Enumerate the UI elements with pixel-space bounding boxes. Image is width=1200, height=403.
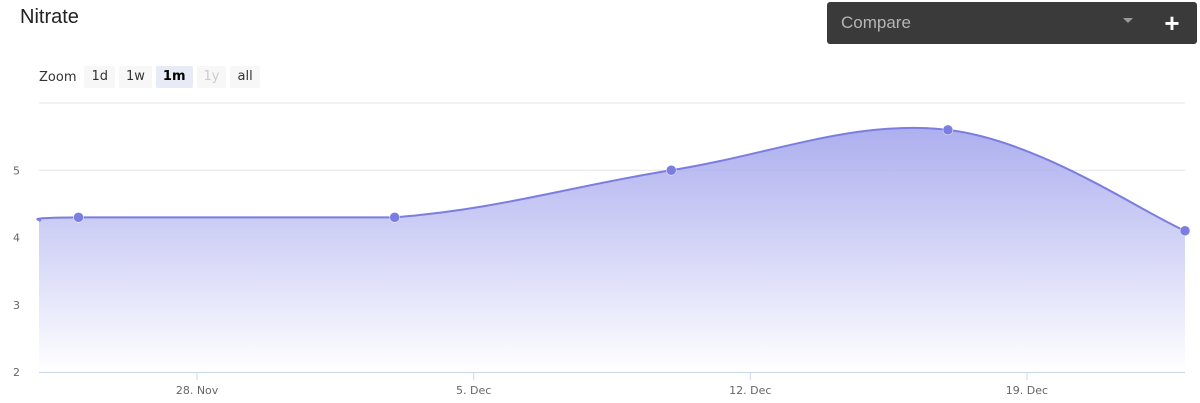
zoom-button-1d[interactable]: 1d — [84, 66, 116, 88]
series-points — [73, 124, 1191, 237]
caret-down-icon[interactable] — [1123, 17, 1133, 23]
compare-select[interactable]: Compare + — [827, 2, 1197, 44]
area-fill — [37, 127, 1186, 372]
y-axis: 2 3 4 5 — [13, 164, 20, 379]
series-line — [36, 126, 1186, 232]
chart-title: Nitrate — [20, 6, 79, 28]
y-tick-label: 3 — [13, 299, 20, 312]
x-tick-label: 19. Dec — [1006, 384, 1048, 397]
x-axis: 28. Nov 5. Dec 12. Dec 19. Dec — [39, 372, 1185, 397]
plus-icon[interactable]: + — [1164, 8, 1180, 38]
y-tick-label: 2 — [13, 366, 20, 379]
y-tick-label: 5 — [13, 164, 20, 177]
y-tick-label: 4 — [13, 232, 20, 245]
zoom-button-1w[interactable]: 1w — [119, 66, 152, 88]
zoom-label: Zoom — [39, 69, 77, 85]
data-point[interactable] — [666, 165, 677, 176]
x-tick-label: 28. Nov — [176, 384, 219, 397]
compare-placeholder: Compare — [841, 13, 911, 32]
x-tick-label: 5. Dec — [456, 384, 491, 397]
data-point[interactable] — [942, 124, 954, 136]
data-point[interactable] — [389, 212, 400, 223]
zoom-button-all[interactable]: all — [230, 66, 260, 88]
data-point[interactable] — [1179, 225, 1191, 237]
zoom-selector: Zoom 1d 1w 1m 1y all — [39, 66, 260, 88]
zoom-button-1m[interactable]: 1m — [155, 66, 193, 88]
x-tick-label: 12. Dec — [729, 384, 771, 397]
zoom-button-1y: 1y — [196, 66, 227, 88]
data-point[interactable] — [73, 212, 84, 223]
series-area — [36, 126, 1186, 372]
